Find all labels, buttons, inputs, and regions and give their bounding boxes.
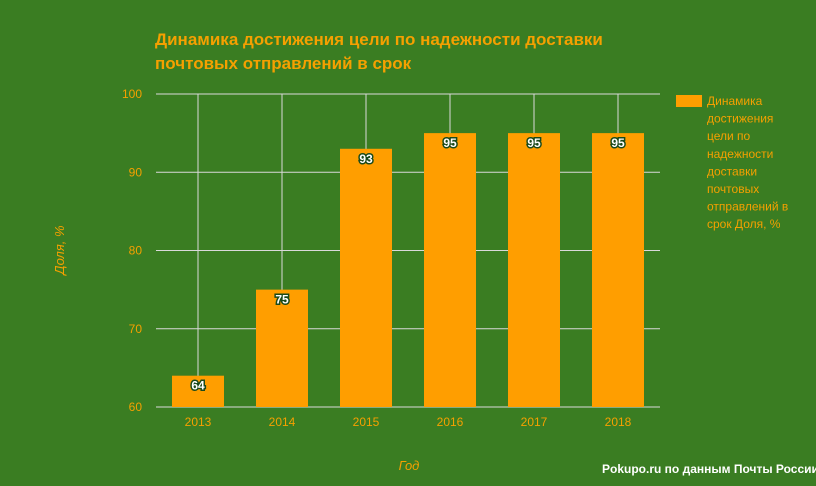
legend-label-line: доставки — [707, 164, 757, 178]
legend-label-line: цели по — [707, 129, 751, 143]
data-label-2015: 93 — [359, 152, 373, 166]
bar-2013 — [172, 375, 224, 407]
bar-2014 — [256, 289, 308, 407]
chart-data-labels: 64 75 93 95 95 95 — [190, 135, 627, 395]
x-tick-label: 2018 — [605, 415, 632, 429]
x-tick-label: 2015 — [353, 415, 380, 429]
y-axis-title: Доля, % — [52, 225, 67, 276]
legend-label-line: срок Доля, % — [707, 217, 781, 231]
chart-title-line: почтовых отправлений в срок — [155, 54, 412, 73]
x-tick-label: 2017 — [521, 415, 548, 429]
x-tick-label: 2014 — [269, 415, 296, 429]
chart-title-line: Динамика достижения цели по надежности д… — [155, 30, 603, 49]
legend-label-line: отправлений в — [707, 200, 788, 214]
legend-swatch — [676, 95, 702, 107]
x-tick-label: 2013 — [185, 415, 212, 429]
y-tick-label: 60 — [129, 400, 143, 414]
y-axis-ticks: 60 70 80 90 100 — [122, 87, 142, 414]
bar-2017 — [508, 133, 560, 407]
y-tick-label: 80 — [129, 244, 143, 258]
x-axis-title: Год — [399, 458, 420, 473]
y-tick-label: 70 — [129, 322, 143, 336]
y-tick-label: 100 — [122, 87, 142, 101]
chart-legend: Динамика достижения цели по надежности доста… — [676, 94, 788, 231]
data-label-2016: 95 — [443, 136, 457, 150]
data-label-2017: 95 — [527, 136, 541, 150]
legend-label-line: достижения — [707, 112, 773, 126]
data-label-2013: 64 — [191, 379, 205, 393]
chart-bars — [172, 133, 644, 407]
legend-label-line: надежности — [707, 147, 773, 161]
chart-grid — [156, 93, 660, 408]
y-tick-label: 90 — [129, 165, 143, 179]
bar-2018 — [592, 133, 644, 407]
data-label-2018: 95 — [611, 136, 625, 150]
bar-2016 — [424, 133, 476, 407]
x-axis-ticks: 2013 2014 2015 2016 2017 2018 — [185, 415, 632, 429]
data-label-2014: 75 — [275, 293, 289, 307]
source-note: Pokupo.ru по данным Почты России — [602, 462, 816, 476]
legend-label-line: почтовых — [707, 182, 759, 196]
legend-label-line: Динамика — [707, 94, 763, 108]
chart-title: Динамика достижения цели по надежности д… — [155, 30, 603, 73]
bar-2015 — [340, 148, 392, 407]
x-tick-label: 2016 — [437, 415, 464, 429]
